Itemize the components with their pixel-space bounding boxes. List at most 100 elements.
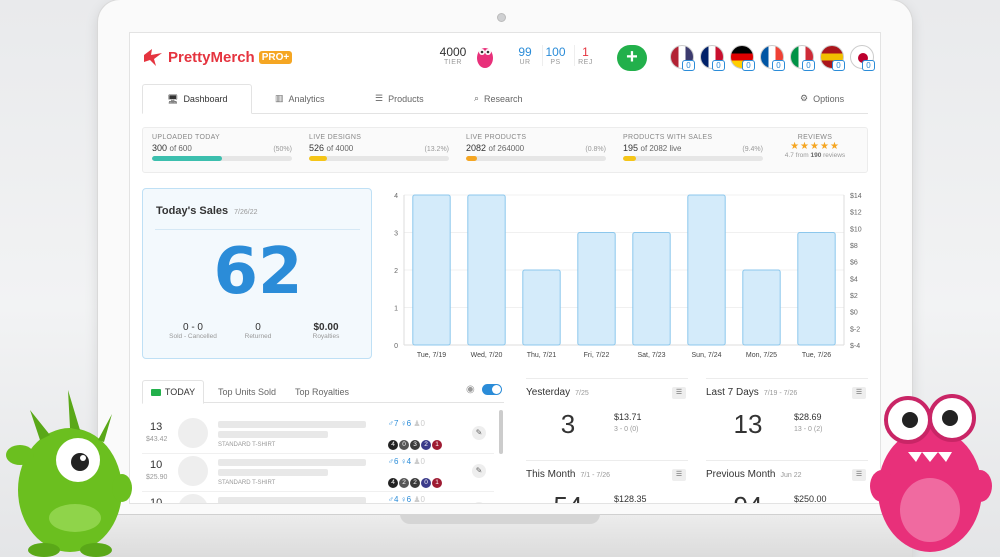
tab-top-units[interactable]: Top Units Sold	[218, 387, 277, 397]
x-tick-label: Sat, 7/23	[637, 352, 665, 359]
card-units: 13	[733, 409, 763, 439]
tab-top-royalties[interactable]: Top Royalties	[295, 387, 350, 397]
stat-percent: (9.4%)	[742, 146, 763, 153]
color-dot: 0	[421, 478, 431, 488]
sales-row[interactable]: 10 ♂4 ♀6 ♟0 ✎	[142, 494, 494, 503]
edit-icon[interactable]: ✎	[472, 502, 486, 503]
todays-sales-card: Today's Sales 7/26/22 62 0 - 0 Sold - Ca…	[142, 188, 372, 359]
star-rating-icon: ★★★★★	[790, 141, 840, 152]
bar[interactable]	[742, 269, 781, 346]
gender-counts: ♂4 ♀6 ♟0	[388, 495, 425, 503]
sales-bar-chart: 0 1 2 3 4 $-4 $-2 $0 $2 $4 $6 $8 $10 $12 $14 Tue, 7/19 W…	[394, 193, 862, 359]
todays-sales-date: 7/26/22	[234, 209, 258, 216]
tab-products[interactable]: ☰ Products	[375, 93, 424, 104]
stat-of: of 264000	[488, 144, 525, 153]
product-thumbnail	[178, 456, 208, 486]
card-returned: (2)	[813, 426, 823, 433]
reviews-rating: 4.7	[784, 152, 794, 159]
subtitle-placeholder	[218, 431, 328, 438]
card-date: 7/19 - 7/26	[763, 390, 798, 397]
eye-slash-icon[interactable]: ◉	[466, 384, 475, 395]
tab-label: Products	[388, 93, 424, 104]
ps-stat: 100 PS	[542, 45, 568, 66]
bar[interactable]	[797, 232, 836, 346]
logo[interactable]: PrettyMerch PRO+	[142, 47, 293, 67]
todays-sales-value: 62	[213, 235, 303, 309]
sales-row[interactable]: 10 $25.90 STANDARD T-SHIRT ♂6 ♀4 ♟0 4 2 2 0 1 ✎	[142, 456, 494, 492]
title-placeholder	[218, 421, 366, 428]
y-tick-label: 2	[394, 268, 398, 275]
reviews-word: reviews	[823, 152, 846, 159]
tab-label: Dashboard	[183, 94, 228, 104]
stat-label: PRODUCTS WITH SALES	[623, 134, 713, 141]
divider	[155, 229, 360, 230]
card-header: This Month 7/1 - 7/26	[526, 469, 610, 480]
row-qty: 13	[150, 421, 163, 433]
kid-count: ♟0	[413, 457, 425, 466]
stat-number: 526	[309, 143, 327, 153]
royalties: $0.00 Royalties	[303, 322, 349, 340]
stats-row	[142, 127, 868, 173]
list-icon[interactable]: ☰	[672, 469, 686, 481]
y2-tick-label: $8	[850, 243, 858, 250]
list-icon[interactable]: ☰	[852, 387, 866, 399]
rej-label: REJ	[578, 59, 593, 66]
card-sold: 3 - 0	[614, 426, 630, 433]
gender-counts: ♂7 ♀6 ♟0	[388, 419, 425, 428]
bar[interactable]	[632, 232, 671, 346]
stat-value: 2082 of 264000	[466, 143, 524, 153]
sales-row[interactable]: 13 $43.42 STANDARD T-SHIRT ♂7 ♀6 ♟0 4 0 3 2 1 ✎	[142, 418, 494, 454]
stat-values: 2082 of 264000 (0.8%)	[466, 143, 606, 153]
y2-tick-label: $2	[850, 293, 858, 300]
edit-icon[interactable]: ✎	[472, 464, 486, 478]
list-icon[interactable]: ☰	[852, 469, 866, 481]
edit-icon[interactable]: ✎	[472, 426, 486, 440]
list-icon[interactable]: ☰	[672, 387, 686, 399]
bar[interactable]	[412, 194, 451, 346]
stat-of: of 2082 live	[640, 144, 682, 153]
summary-card: Last 7 Days 7/19 - 7/26 ☰ 13 $28.69 13 - 0 (2…	[706, 378, 868, 456]
tab-analytics[interactable]: ▥ Analytics	[275, 93, 325, 104]
x-tick-label: Mon, 7/25	[746, 352, 777, 359]
stat-number: 300	[152, 143, 170, 153]
flag-count-badge: 0	[712, 60, 725, 71]
progress-bar	[623, 156, 763, 161]
tab-label: Options	[813, 93, 845, 104]
pink-monster-icon	[473, 43, 497, 69]
stat-number: 2082	[466, 143, 489, 153]
reviews[interactable]: REVIEWS ★★★★★ 4.7 from 190 reviews	[770, 134, 860, 159]
stat-value: 195 of 2082 live	[623, 143, 681, 153]
add-button[interactable]: +	[617, 45, 647, 71]
tab-dashboard[interactable]: 🖥 Dashboard	[142, 84, 253, 114]
stat-1: LIVE DESIGNS 526 of 4000 (13.2%)	[309, 134, 449, 161]
bar[interactable]	[467, 194, 506, 346]
tab-today[interactable]: TODAY	[142, 380, 204, 404]
ur-label: UR	[519, 59, 531, 66]
bar[interactable]	[522, 269, 561, 346]
tab-options[interactable]: ⚙ Options	[800, 93, 844, 104]
card-royalties: $13.71	[614, 412, 642, 422]
male-count: ♂6	[388, 457, 401, 466]
flag-count-badge: 0	[832, 60, 845, 71]
visibility-toggle[interactable]	[482, 384, 502, 395]
card-units: 54	[526, 491, 610, 503]
tab-research[interactable]: ⌕ Research	[474, 93, 523, 104]
product-type: STANDARD T-SHIRT	[218, 480, 276, 486]
scrollbar[interactable]	[499, 410, 503, 454]
kid-count: ♟0	[413, 419, 425, 428]
bar[interactable]	[577, 232, 616, 346]
flag-dot	[858, 53, 868, 63]
card-date: 7/25	[575, 390, 589, 397]
stat-values: 526 of 4000 (13.2%)	[309, 143, 449, 153]
tier-value: 4000	[439, 45, 467, 59]
todays-sales-title: Today's Sales	[156, 205, 229, 217]
bar[interactable]	[687, 194, 726, 346]
row-price: $25.90	[146, 474, 168, 481]
color-dot: 2	[421, 440, 431, 450]
stat-of: of 600	[169, 144, 192, 153]
stat-of: of 4000	[326, 144, 354, 153]
card-royalties: $28.69	[794, 412, 822, 422]
female-count: ♀6	[400, 419, 414, 428]
